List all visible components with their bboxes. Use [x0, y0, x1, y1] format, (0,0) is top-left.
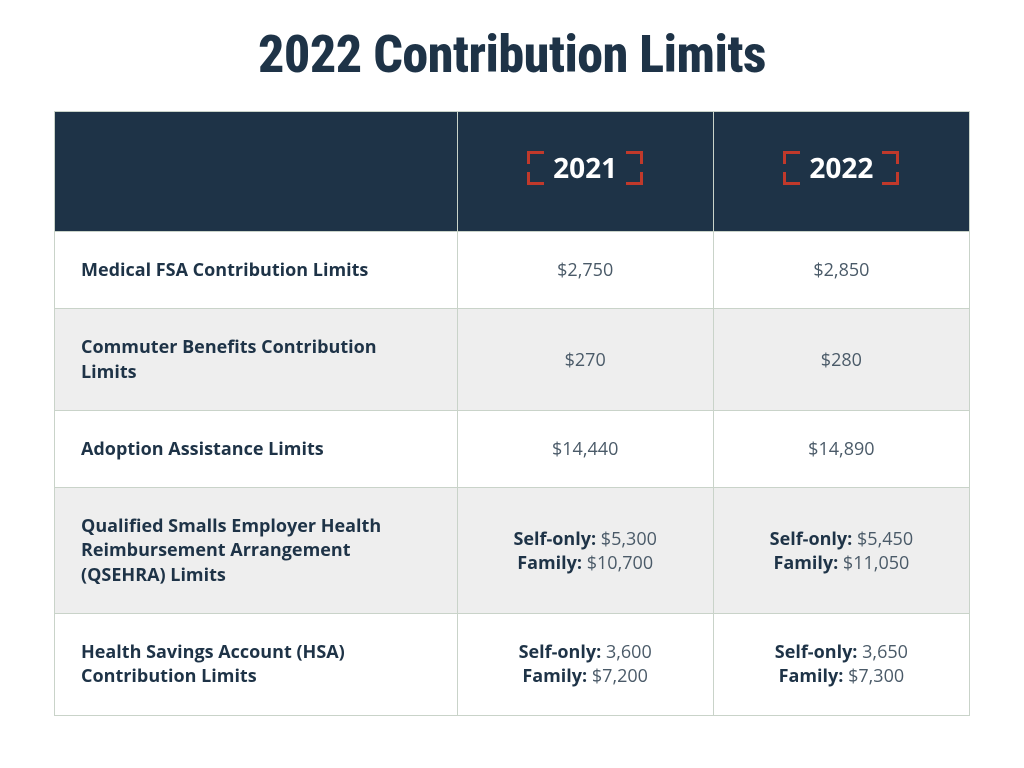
table-header-row: 2021 2022	[55, 112, 970, 232]
cell-2022: $2,850	[713, 232, 969, 309]
cell-2021: $270	[457, 309, 713, 411]
self-only-label: Self-only:	[513, 527, 596, 551]
family-value: $7,300	[848, 664, 904, 688]
cell-2022: $280	[713, 309, 969, 411]
self-only-value: 3,600	[606, 640, 652, 664]
header-blank	[55, 112, 458, 232]
self-only-label: Self-only:	[775, 640, 858, 664]
cell-2022: Self-only: 3,650 Family: $7,300	[713, 614, 969, 716]
row-label: Health Savings Account (HSA) Contributio…	[55, 614, 458, 716]
table-row: Health Savings Account (HSA) Contributio…	[55, 614, 970, 716]
cell-2021: $14,440	[457, 410, 713, 487]
self-only-value: $5,450	[857, 527, 913, 551]
header-2021: 2021	[457, 112, 713, 232]
table-row: Medical FSA Contribution Limits $2,750 $…	[55, 232, 970, 309]
page-title: 2022 Contribution Limits	[258, 24, 766, 85]
self-only-value: 3,650	[862, 640, 908, 664]
bracket-left-icon	[527, 151, 543, 185]
self-only-label: Self-only:	[519, 640, 602, 664]
cell-2021: $2,750	[457, 232, 713, 309]
cell-2022: $14,890	[713, 410, 969, 487]
year-label-2021: 2021	[553, 149, 617, 187]
family-label: Family:	[517, 551, 582, 575]
self-only-value: $5,300	[601, 527, 657, 551]
self-only-label: Self-only:	[770, 527, 853, 551]
cell-2021: Self-only: $5,300 Family: $10,700	[457, 488, 713, 614]
family-value: $11,050	[843, 551, 909, 575]
row-label: Commuter Benefits Contribution Limits	[55, 309, 458, 411]
row-label: Qualified Smalls Employer Health Reimbur…	[55, 488, 458, 614]
table-row: Qualified Smalls Employer Health Reimbur…	[55, 488, 970, 614]
family-label: Family:	[522, 664, 587, 688]
bracket-right-icon	[883, 151, 899, 185]
family-value: $7,200	[592, 664, 648, 688]
table-row: Adoption Assistance Limits $14,440 $14,8…	[55, 410, 970, 487]
cell-2022: Self-only: $5,450 Family: $11,050	[713, 488, 969, 614]
family-value: $10,700	[587, 551, 653, 575]
contribution-limits-table: 2021 2022 Medical FSA Contribution Limit…	[54, 111, 970, 716]
cell-2021: Self-only: 3,600 Family: $7,200	[457, 614, 713, 716]
row-label: Medical FSA Contribution Limits	[55, 232, 458, 309]
bracket-right-icon	[627, 151, 643, 185]
table-row: Commuter Benefits Contribution Limits $2…	[55, 309, 970, 411]
header-2022: 2022	[713, 112, 969, 232]
bracket-left-icon	[783, 151, 799, 185]
family-label: Family:	[773, 551, 838, 575]
year-label-2022: 2022	[809, 149, 873, 187]
family-label: Family:	[779, 664, 844, 688]
row-label: Adoption Assistance Limits	[55, 410, 458, 487]
